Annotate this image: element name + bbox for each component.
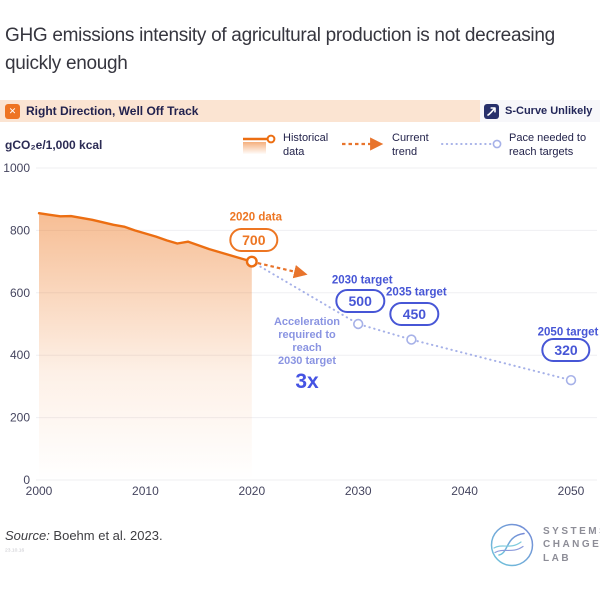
- svg-text:2050: 2050: [558, 484, 585, 498]
- y-axis-unit-label: gCO₂e/1,000 kcal: [5, 138, 103, 152]
- svg-text:400: 400: [10, 348, 30, 362]
- legend-item-trend: Current trend: [340, 132, 444, 159]
- source-text: Boehm et al. 2023.: [49, 528, 163, 543]
- s-curve-icon: [484, 103, 499, 119]
- svg-text:2000: 2000: [26, 484, 53, 498]
- trend-swatch-icon: [342, 137, 384, 151]
- logo-line: LAB: [543, 552, 572, 564]
- svg-text:0: 0: [23, 473, 30, 487]
- note-line: reach: [292, 342, 322, 354]
- chart-area: 0 200 400 600 800 1000 2000 2010 2020 2030 2040 205…: [0, 158, 600, 508]
- chart-legend: Historical data Current trend Pace neede…: [240, 132, 600, 164]
- note-line: 2030 target: [277, 355, 337, 367]
- svg-text:600: 600: [10, 286, 30, 300]
- logo-line: SYSTEMS: [543, 525, 600, 537]
- source-citation: Source: Boehm et al. 2023.: [5, 528, 163, 543]
- svg-text:2040: 2040: [451, 484, 478, 498]
- annotation-value-pill: 320: [541, 338, 591, 363]
- legend-label: Pace needed to reach targets: [509, 132, 587, 158]
- s-curve-label: S-Curve Unlikely: [505, 105, 593, 117]
- legend-label: Current trend: [392, 132, 429, 158]
- logo-text: SYSTEMS CHANGE LAB: [543, 525, 600, 566]
- chart-svg: 0 200 400 600 800 1000 2000 2010 2020 2030 2040 205…: [3, 161, 597, 498]
- logo-line: CHANGE: [543, 539, 600, 551]
- historical-swatch-icon: [243, 134, 276, 154]
- status-banner-left: ✕ Right Direction, Well Off Track: [0, 100, 480, 122]
- status-banner-right: S-Curve Unlikely: [480, 100, 600, 122]
- x-icon: ✕: [5, 103, 20, 119]
- svg-text:200: 200: [10, 411, 30, 425]
- status-banner: ✕ Right Direction, Well Off Track S-Curv…: [0, 100, 600, 122]
- annotation-value-pill: 700: [229, 227, 279, 252]
- annotation-value-pill: 500: [335, 289, 385, 313]
- legend-label: Historical data: [283, 132, 329, 158]
- note-line: Acceleration: [273, 316, 341, 328]
- status-label: Right Direction, Well Off Track: [26, 104, 199, 118]
- svg-text:2010: 2010: [132, 484, 159, 498]
- acceleration-factor: 3x: [295, 370, 319, 393]
- annotation-value-pill: 450: [389, 301, 440, 326]
- annotation-label: 2020 data: [229, 211, 283, 224]
- svg-text:1000: 1000: [3, 161, 30, 175]
- legend-item-historical: Historical data: [242, 132, 343, 159]
- annotation-label: 2050 target: [537, 326, 599, 339]
- systems-change-lab-logo: SYSTEMS CHANGE LAB: [489, 522, 600, 568]
- note-line: required to: [278, 329, 336, 341]
- svg-text:2020: 2020: [238, 484, 265, 498]
- source-prefix: Source:: [5, 528, 50, 543]
- svg-text:800: 800: [10, 223, 30, 237]
- logo-icon: [490, 523, 534, 567]
- annotation-label: 2035 target: [386, 286, 447, 299]
- legend-item-pace: Pace needed to reach targets: [440, 132, 599, 159]
- acceleration-note: Acceleration required to reach 2030 targ…: [274, 316, 340, 394]
- pace-swatch-icon: [441, 139, 502, 149]
- svg-text:2030: 2030: [345, 484, 372, 498]
- page-title: GHG emissions intensity of agricultural …: [5, 25, 555, 74]
- date-stamp: 23.10.16: [5, 547, 25, 553]
- annotation-label: 2030 target: [331, 274, 393, 287]
